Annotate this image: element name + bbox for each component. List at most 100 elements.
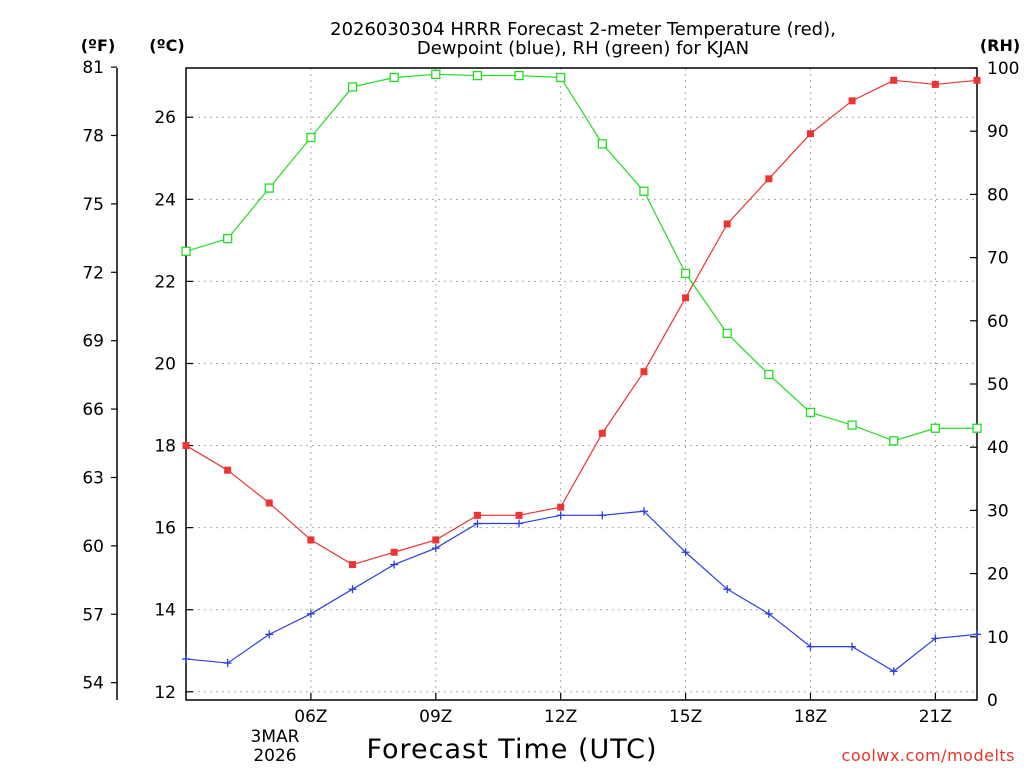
x-tick-label: 18Z — [794, 707, 827, 727]
series-rh — [181, 69, 982, 446]
temperature-point — [349, 561, 357, 569]
dewpoint-point — [515, 519, 524, 528]
series-dewpoint — [182, 507, 981, 676]
celsius-tick-label: 16 — [154, 519, 176, 539]
dewpoint-point — [306, 609, 315, 618]
rh-point — [805, 407, 816, 418]
dewpoint-point — [182, 654, 190, 663]
rh-point — [264, 183, 274, 193]
rh-tick-label: 10 — [987, 628, 1009, 648]
fahrenheit-tick-label: 72 — [82, 263, 104, 283]
celsius-tick-label: 26 — [154, 108, 176, 128]
series-layer — [181, 69, 982, 676]
grid-lines — [186, 68, 977, 700]
temperature-point — [515, 511, 523, 519]
rh-line — [185, 73, 977, 442]
dewpoint-point — [598, 511, 607, 520]
rh-point — [556, 72, 566, 83]
x-tick-label: 15Z — [669, 707, 702, 727]
dewpoint-point — [723, 585, 732, 594]
date-label-day: 3MAR — [251, 727, 300, 747]
temperature-point — [973, 76, 981, 84]
fahrenheit-tick-label: 54 — [82, 674, 104, 694]
temperature-point — [640, 368, 648, 376]
rh-point — [847, 420, 857, 430]
rh-tick-label: 50 — [987, 375, 1009, 395]
rh-tick-label: 20 — [987, 565, 1009, 585]
temperature-point — [182, 442, 190, 450]
rh-axis-label: (RH) — [980, 36, 1020, 55]
x-axis-title: Forecast Time (UTC) — [366, 734, 657, 765]
temperature-point — [890, 76, 898, 84]
dewpoint-point — [889, 667, 898, 676]
celsius-tick-label: 20 — [154, 354, 176, 374]
temperature-line — [185, 79, 978, 566]
rh-tick-label: 0 — [987, 691, 998, 711]
rh-point — [680, 268, 691, 279]
rh-point — [472, 70, 483, 81]
rh-point — [764, 369, 774, 380]
temperature-point — [307, 536, 315, 544]
date-label-year: 2026 — [253, 746, 296, 766]
rh-point — [222, 233, 233, 244]
rh-point — [306, 132, 316, 143]
plot-frame — [185, 67, 978, 701]
dewpoint-point — [390, 560, 399, 569]
rh-point — [639, 186, 649, 196]
dewpoint-point — [556, 511, 565, 520]
fahrenheit-axis-label: (ºF) — [81, 36, 116, 55]
rh-point — [389, 72, 399, 83]
chart-subtitle: Dewpoint (blue), RH (green) for KJAN — [417, 38, 749, 59]
x-tick-label: 12Z — [544, 707, 577, 727]
series-temperature — [182, 76, 981, 569]
dewpoint-point — [973, 630, 981, 639]
rh-tick-label: 30 — [987, 501, 1009, 521]
temperature-point — [265, 499, 273, 507]
rh-point — [930, 423, 941, 433]
rh-point — [514, 70, 524, 81]
fahrenheit-tick-label: 66 — [82, 400, 104, 420]
temperature-point — [432, 536, 440, 544]
rh-point — [431, 69, 441, 79]
temperature-point — [806, 130, 814, 138]
fahrenheit-tick-label: 63 — [82, 468, 104, 488]
temperature-point — [723, 220, 731, 228]
dewpoint-point — [473, 519, 482, 528]
temperature-point — [931, 80, 939, 88]
dewpoint-point — [348, 585, 357, 594]
dewpoint-point — [681, 548, 690, 557]
rh-tick-label: 90 — [987, 122, 1009, 142]
rh-point — [181, 246, 191, 256]
celsius-tick-label: 12 — [154, 683, 176, 703]
credit-text: coolwx.com/modelts — [842, 746, 1015, 765]
dewpoint-point — [431, 544, 440, 553]
celsius-tick-label: 14 — [154, 601, 176, 621]
x-tick-label: 06Z — [294, 707, 327, 727]
celsius-axis-label: (ºC) — [149, 36, 184, 55]
dewpoint-point — [223, 659, 232, 668]
fahrenheit-tick-label: 69 — [82, 332, 104, 352]
temperature-point — [390, 548, 398, 556]
rh-tick-label: 70 — [987, 249, 1009, 269]
celsius-tick-label: 24 — [154, 190, 176, 210]
rh-point — [972, 423, 982, 433]
plot-border — [185, 67, 978, 701]
dewpoint-point — [639, 507, 648, 516]
temperature-point — [473, 511, 481, 519]
celsius-tick-label: 22 — [154, 272, 176, 292]
x-tick-label: 09Z — [419, 707, 452, 727]
temperature-point — [765, 175, 773, 183]
rh-point — [722, 328, 732, 339]
x-tick-label: 21Z — [919, 707, 952, 727]
temperature-point — [598, 429, 606, 437]
dewpoint-point — [764, 609, 773, 618]
temperature-point — [224, 466, 232, 474]
fahrenheit-tick-label: 81 — [82, 58, 104, 78]
rh-tick-label: 80 — [987, 185, 1009, 205]
rh-tick-label: 60 — [987, 312, 1009, 332]
dewpoint-point — [806, 642, 815, 651]
dewpoint-point — [848, 642, 857, 651]
fahrenheit-tick-label: 78 — [82, 126, 104, 146]
dewpoint-line — [185, 510, 978, 672]
rh-tick-label: 40 — [987, 438, 1009, 458]
